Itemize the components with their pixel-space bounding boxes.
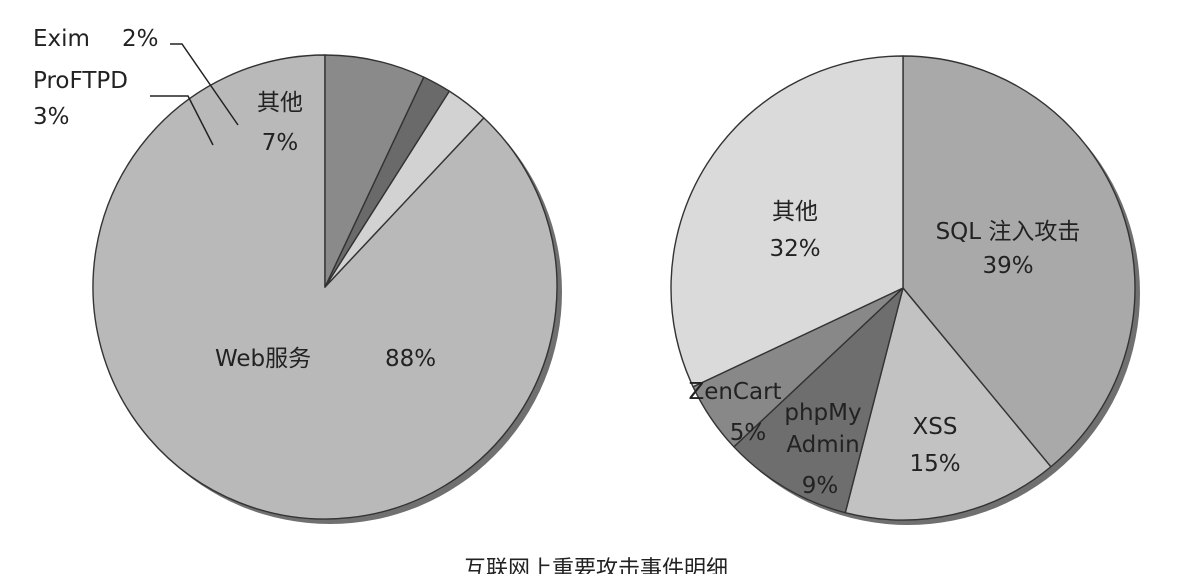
slice-label: 其他 (772, 199, 818, 225)
slice-label: 其他 (257, 90, 303, 116)
slice-percent-label: 39% (982, 253, 1033, 279)
slice-label: SQL 注入攻击 (936, 219, 1081, 245)
slice-percent-label: 5% (730, 420, 767, 446)
slice-percent-label: 7% (262, 130, 299, 156)
slice-percent-label: 3% (33, 104, 70, 130)
slice-percent-label: 88% (385, 346, 436, 372)
slice-label: ZenCart (688, 379, 781, 405)
slice-label: ProFTPD (33, 68, 128, 94)
slice-label: Web服务 (215, 346, 311, 372)
pie-slice-其他 (670, 55, 904, 388)
pie-chart-services: Web服务 88% ProFTPD 3% Exim 2% 其他 7% (33, 26, 562, 524)
slice-percent-label: 2% (122, 26, 159, 52)
pie-chart-attack-types: SQL 注入攻击 39% XSS 15% phpMy Admin 9% ZenCart 5% 其他… (670, 55, 1140, 525)
pie-slice-phpmy-admin (733, 287, 904, 514)
slice-percent-label: 32% (769, 236, 820, 262)
slice-label: phpMy (784, 400, 861, 426)
leader-line (150, 95, 214, 146)
pie-slice-xss (844, 287, 1052, 521)
pie-slice-sql-注入攻击 (902, 55, 1136, 468)
slice-label: Exim (33, 26, 90, 52)
leader-line (170, 43, 239, 126)
slice-percent-label: 9% (802, 473, 839, 499)
slice-percent-label: 15% (909, 451, 960, 477)
pie-slice-其他 (324, 54, 425, 288)
figure-caption: 互联网上重要攻击事件明细 (464, 557, 728, 574)
slice-label: XSS (913, 414, 958, 440)
slice-label: Admin (786, 432, 859, 458)
